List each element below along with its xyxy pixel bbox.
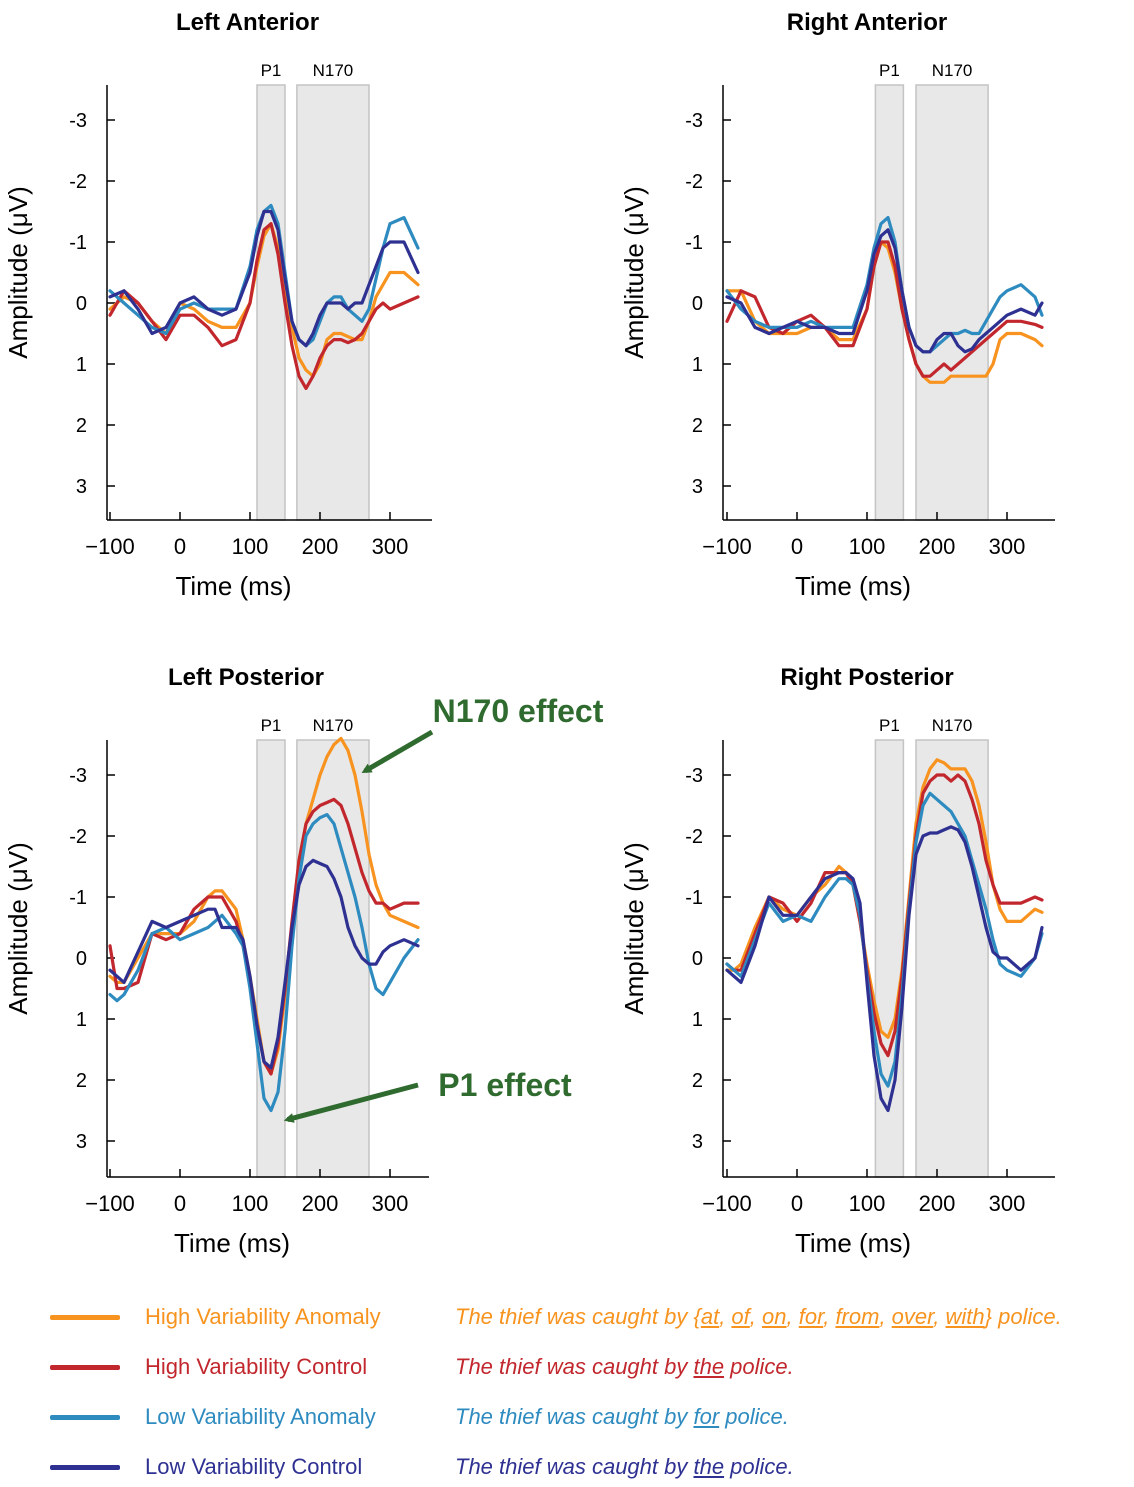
x-tick-label: 100 [849,1191,886,1216]
y-tick-label: 3 [76,476,87,498]
y-tick-label: 0 [692,293,703,315]
x-tick-label: 200 [302,534,339,559]
y-tick-label: 2 [692,415,703,437]
y-tick-label: -2 [69,171,87,193]
y-tick-label: 2 [76,1070,87,1092]
x-tick-label: 300 [372,534,409,559]
window-label-p1: P1 [261,61,282,80]
y-tick-label: -1 [685,887,703,909]
x-axis-label: Time (ms) [795,571,911,601]
annotation-arrow [361,729,434,774]
y-tick-label: -1 [69,887,87,909]
series-low-variability-control [725,228,1044,354]
x-tick-label: 300 [372,1191,409,1216]
series-high-variability-control [108,222,420,390]
x-tick-label: 0 [791,1191,803,1216]
x-axis-label: Time (ms) [174,1228,290,1258]
x-tick-label: 100 [232,1191,269,1216]
window-label-n170: N170 [313,61,354,80]
y-tick-label: 2 [692,1070,703,1092]
x-tick-label: 0 [174,1191,186,1216]
y-tick-label: 0 [76,948,87,970]
series-low-variability-control [108,858,420,1070]
y-tick-label: 0 [76,293,87,315]
x-tick-label: 300 [989,534,1026,559]
x-tick-label: 100 [232,534,269,559]
window-label-p1: P1 [879,716,900,735]
y-tick-label: -3 [685,110,703,132]
series-low-variability-control [725,825,1044,1113]
y-tick-label: 1 [692,1009,703,1031]
y-tick-label: 3 [76,1131,87,1153]
window-label-p1: P1 [879,61,900,80]
window-n170 [915,739,989,1178]
x-tick-label: 200 [919,1191,956,1216]
chart-panel-3: P1 N170 Left Posterior -3 -2 -1 0 1 2 3 −100 0 100 20… [3,664,604,1258]
annotation-label: N170 effect [433,693,604,729]
x-tick-label: 100 [849,534,886,559]
chart-title: Left Posterior [168,664,324,691]
y-axis-label: Amplitude (μV) [3,186,33,358]
window-p1 [256,84,286,521]
y-tick-label: 1 [76,354,87,376]
chart-title: Right Posterior [780,664,953,691]
y-tick-label: -3 [69,765,87,787]
chart-panel-4: P1 N170 Right Posterior -3 -2 -1 0 1 2 3 −100 0 100 2… [619,664,1055,1258]
chart-panel-1: P1 N170 Left Anterior -3 -2 -1 0 1 2 3 −100 0 100 200… [3,9,432,601]
annotation-label: P1 effect [438,1067,572,1103]
window-n170 [915,84,989,521]
y-axis-label: Amplitude (μV) [619,842,649,1014]
window-n170 [296,739,370,1178]
y-tick-label: 2 [76,415,87,437]
window-label-n170: N170 [932,716,973,735]
y-tick-label: -2 [685,171,703,193]
x-tick-label: −100 [85,1191,135,1216]
annotation-arrow [283,1082,419,1123]
x-tick-label: −100 [702,1191,752,1216]
chart-title: Left Anterior [176,9,319,36]
y-axis-label: Amplitude (μV) [3,842,33,1014]
x-tick-label: −100 [85,534,135,559]
window-label-n170: N170 [932,61,973,80]
chart-title: Right Anterior [787,9,947,36]
window-p1 [256,739,286,1178]
x-tick-label: 200 [302,1191,339,1216]
window-label-n170: N170 [313,716,354,735]
window-p1 [874,739,905,1178]
y-tick-label: 0 [692,948,703,970]
window-label-p1: P1 [261,716,282,735]
y-tick-label: 1 [692,354,703,376]
y-tick-label: -2 [69,826,87,848]
x-axis-label: Time (ms) [795,1228,911,1258]
y-tick-label: 3 [692,1131,703,1153]
x-tick-label: 0 [791,534,803,559]
chart-panel-2: P1 N170 Right Anterior -3 -2 -1 0 1 2 3 −100 0 100 20… [619,9,1055,601]
series-low-variability-control [108,209,420,348]
y-tick-label: -3 [685,765,703,787]
x-tick-label: 200 [919,534,956,559]
x-tick-label: 0 [174,534,186,559]
x-tick-label: −100 [702,534,752,559]
x-tick-label: 300 [989,1191,1026,1216]
series-high-variability-control [725,240,1044,378]
y-tick-label: 3 [692,476,703,498]
series-low-variability-anomaly [108,813,420,1113]
y-tick-label: -1 [685,232,703,254]
y-tick-label: -3 [69,110,87,132]
y-axis-label: Amplitude (μV) [619,186,649,358]
x-axis-label: Time (ms) [175,571,291,601]
y-tick-label: 1 [76,1009,87,1031]
window-p1 [874,84,905,521]
y-tick-label: -1 [69,232,87,254]
y-tick-label: -2 [685,826,703,848]
